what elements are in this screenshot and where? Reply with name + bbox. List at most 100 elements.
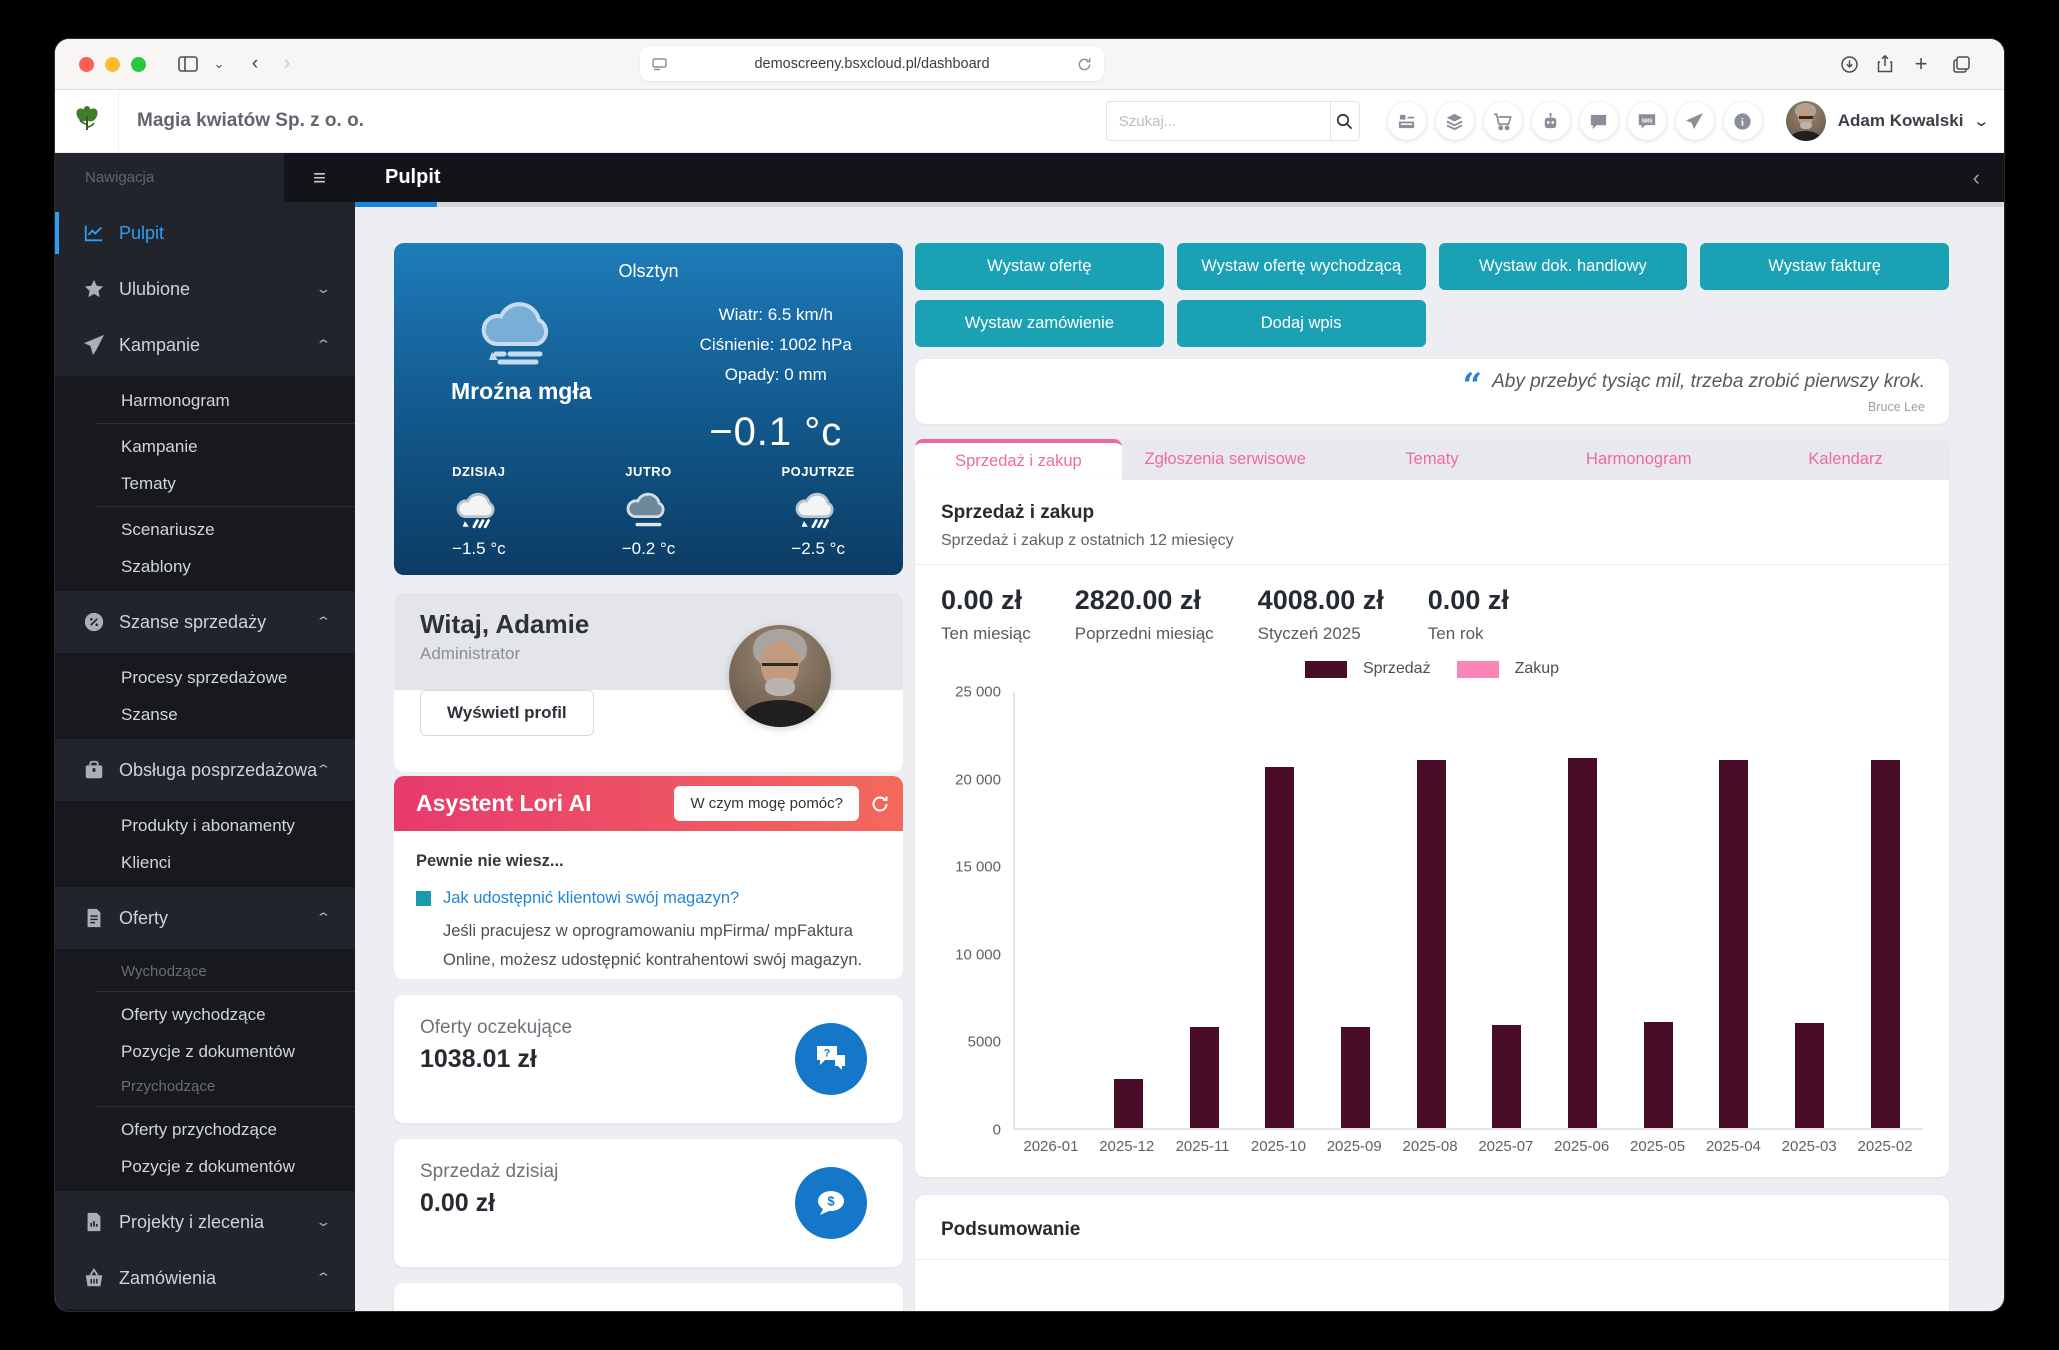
minimize-window-button[interactable] [105, 57, 120, 72]
pending-offers-card[interactable]: Oferty oczekujące 1038.01 zł ? [394, 995, 903, 1123]
traffic-lights [79, 57, 146, 72]
rain-cloud-icon [456, 492, 495, 529]
tab-overview-icon[interactable] [1946, 48, 1976, 80]
zoom-window-button[interactable] [131, 57, 146, 72]
stat-label: Oferty oczekujące [420, 1017, 573, 1038]
downloads-icon[interactable] [1834, 48, 1864, 80]
close-window-button[interactable] [79, 57, 94, 72]
sidebar-item-pulpit[interactable]: Pulpit [55, 208, 355, 258]
sidebar-subitem[interactable]: Oferty przychodzące [121, 1119, 277, 1139]
refresh-icon[interactable] [871, 795, 889, 813]
welcome-card: Witaj, Adamie Administrator Wyświetl pro… [394, 593, 903, 772]
tab-kalendarz[interactable]: Kalendarz [1808, 450, 1883, 468]
lori-help-button[interactable]: W czym mogę pomóc? [674, 786, 859, 821]
stat-card-partial[interactable] [394, 1283, 903, 1311]
info-icon[interactable]: i [1723, 102, 1762, 140]
forward-button[interactable]: › [283, 53, 291, 74]
sms-icon[interactable]: SMS [1627, 102, 1666, 140]
sidebar-subitem[interactable]: Pozycje z dokumentów [121, 1041, 295, 1061]
sidebar-subitem[interactable]: Pozycje z dokumentów [121, 1156, 295, 1176]
sidebar-item-szanse-sprzedazy[interactable]: Szanse sprzedaży ⌃ [55, 597, 355, 647]
sidebar-item-oferty[interactable]: Oferty ⌃ [55, 893, 355, 943]
weather-precipitation: Opady: 0 mm [724, 364, 827, 384]
sidebar-subitem[interactable]: Harmonogram [121, 390, 230, 410]
bar-sprzedaż-2025-05[interactable] [1643, 1021, 1673, 1128]
bar-sprzedaż-2025-09[interactable] [1341, 1026, 1371, 1128]
sidebar-item-ulubione[interactable]: Ulubione ⌄ [55, 264, 355, 314]
company-logo[interactable] [55, 90, 119, 152]
x-tick-label: 2025-09 [1326, 1138, 1382, 1155]
collapse-panel-icon[interactable]: ‹ [1972, 164, 1980, 190]
product-box-icon [83, 759, 105, 781]
bar-sprzedaż-2025-11[interactable] [1189, 1026, 1219, 1128]
bar-sprzedaż-2025-08[interactable] [1416, 760, 1446, 1128]
lori-ai-title: Asystent Lori AI [416, 790, 592, 816]
submenu-oferty: Wychodzące Oferty wychodzące Pozycje z d… [55, 949, 355, 1191]
chevron-up-icon: ⌃ [315, 614, 332, 629]
browser-toolbar: ⌄ ‹ › demoscreeny.bsxcloud.pl/dashboard … [55, 39, 2004, 90]
bar-sprzedaż-2025-10[interactable] [1265, 767, 1295, 1128]
reload-icon[interactable] [1077, 57, 1092, 72]
issue-order-button[interactable]: Wystaw zamówienie [915, 300, 1164, 347]
chevron-down-icon[interactable]: ⌄ [213, 56, 225, 71]
issue-invoice-button[interactable]: Wystaw fakturę [1700, 243, 1949, 290]
bar-sprzedaż-2025-02[interactable] [1870, 760, 1900, 1128]
sidebar-subitem[interactable]: Produkty i abonamenty [121, 815, 295, 835]
user-name: Adam Kowalski [1837, 111, 1964, 130]
chart-subtitle: Sprzedaż i zakup z ostatnich 12 miesięcy [941, 532, 1234, 549]
sidebar-subitem[interactable]: Scenariusze [121, 519, 215, 539]
sidebar-item-obsluga-posprzedazowa[interactable]: Obsługa posprzedażowa ⌃ [55, 745, 355, 795]
global-search [1105, 101, 1360, 141]
legend-label-zakup: Zakup [1514, 660, 1560, 677]
tab-tematy[interactable]: Tematy [1405, 450, 1459, 468]
search-input[interactable] [1106, 112, 1330, 130]
sidebar-subitem[interactable]: Szanse [121, 704, 178, 724]
issue-trade-document-button[interactable]: Wystaw dok. handlowy [1438, 243, 1688, 290]
reader-view-icon[interactable] [652, 57, 667, 71]
paper-plane-icon [83, 334, 105, 356]
address-bar[interactable]: demoscreeny.bsxcloud.pl/dashboard [640, 47, 1104, 81]
issue-outgoing-offer-button[interactable]: Wystaw ofertę wychodzącą [1176, 243, 1426, 290]
bar-sprzedaż-2025-03[interactable] [1795, 1023, 1825, 1128]
bar-sprzedaż-2025-06[interactable] [1568, 758, 1598, 1128]
search-icon[interactable] [1329, 102, 1359, 140]
layers-icon[interactable] [1435, 102, 1474, 140]
sidebar-subitem[interactable]: Tematy [121, 473, 176, 493]
bar-sprzedaż-2025-04[interactable] [1719, 760, 1749, 1128]
assistant-robot-icon[interactable] [1531, 102, 1570, 140]
send-icon[interactable] [1675, 102, 1714, 140]
sidebar-item-zamowienia[interactable]: Zamówienia ⌃ [55, 1253, 355, 1303]
bar-sprzedaż-2025-07[interactable] [1492, 1025, 1522, 1128]
user-menu[interactable]: Adam Kowalski ⌄ [1785, 101, 1991, 141]
url-text: demoscreeny.bsxcloud.pl/dashboard [754, 56, 990, 72]
sidebar-item-projekty[interactable]: Projekty i zlecenia ⌄ [55, 1197, 355, 1247]
share-icon[interactable] [1870, 48, 1900, 80]
new-tab-icon[interactable]: + [1914, 51, 1928, 76]
sidebar-subitem[interactable]: Procesy sprzedażowe [121, 667, 288, 687]
bar-sprzedaż-2025-12[interactable] [1114, 1079, 1143, 1128]
add-entry-button[interactable]: Dodaj wpis [1176, 300, 1426, 347]
y-tick-label: 20 000 [955, 771, 1001, 789]
dollar-bubble-icon: $ [795, 1167, 867, 1239]
cart-icon[interactable] [1483, 102, 1522, 140]
sidebar-subitem[interactable]: Kampanie [121, 436, 198, 456]
back-button[interactable]: ‹ [251, 53, 259, 74]
lori-article-link[interactable]: Jak udostępnić klientowi swój magazyn? [443, 888, 740, 907]
forecast-tomorrow: JUTRO −0.2 °c [564, 464, 734, 559]
chat-icon[interactable] [1579, 102, 1618, 140]
cash-register-icon[interactable] [1387, 102, 1426, 140]
issue-offer-button[interactable]: Wystaw ofertę [915, 243, 1164, 290]
sidebar-subitem[interactable]: Klienci [121, 852, 172, 872]
weather-pressure: Ciśnienie: 1002 hPa [699, 334, 852, 354]
chart-xaxis: 2026-01 2025-12 2025-11 2025-10 2025-09 2025-… [1013, 1138, 1923, 1155]
view-profile-button[interactable]: Wyświetl profil [420, 690, 594, 736]
tab-zgloszenia-serwisowe[interactable]: Zgłoszenia serwisowe [1144, 450, 1306, 468]
tab-harmonogram[interactable]: Harmonogram [1586, 450, 1692, 468]
sidebar-subitem[interactable]: Oferty wychodzące [121, 1004, 266, 1024]
sidebar-toggle-icon[interactable] [171, 48, 205, 80]
sidebar-subitem[interactable]: Szablony [121, 556, 191, 576]
hamburger-icon[interactable]: ≡ [284, 153, 355, 202]
sidebar-item-kampanie[interactable]: Kampanie ⌃ [55, 320, 355, 370]
tab-sprzedaz-i-zakup[interactable]: Sprzedaż i zakup [915, 439, 1122, 480]
sales-today-card[interactable]: Sprzedaż dzisiaj 0.00 zł $ [394, 1139, 903, 1267]
